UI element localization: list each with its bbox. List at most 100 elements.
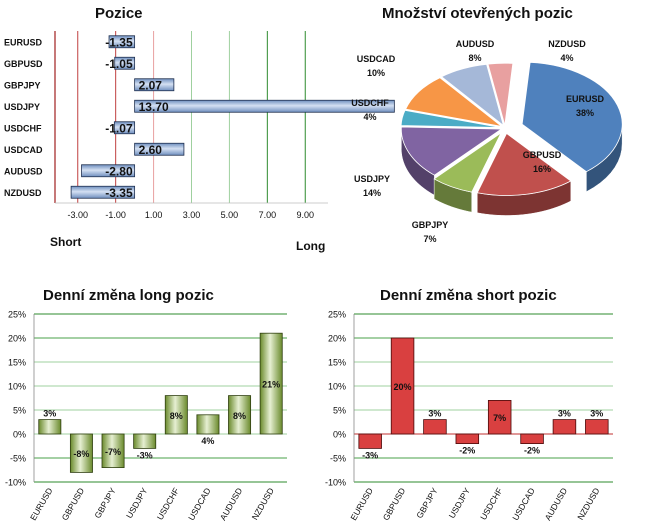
category-label: NZDUSD	[250, 486, 276, 522]
bar-value-label: -8%	[73, 449, 89, 459]
category-label: USDCHF	[478, 486, 504, 522]
bar-NZDUSD	[259, 332, 283, 435]
bar-USDCAD	[520, 433, 544, 444]
category-label: GBPJPY	[92, 486, 118, 520]
bar-value-label: -1.07	[105, 121, 133, 135]
pie-value-USDCHF: 4%	[363, 112, 376, 122]
category-label: USDCAD	[510, 486, 537, 522]
y-tick-label: 0%	[13, 430, 26, 440]
y-tick-label: 25%	[328, 310, 346, 320]
bar-USDJPY	[455, 433, 480, 444]
positions-chart-svg: -3.00 -1.00 1.00 3.00 5.00 7.00 9.00 EURUSD -1.3…	[4, 31, 395, 253]
pie-value-USDJPY: 14%	[363, 188, 381, 198]
pie-slice-NZDUSD	[487, 62, 514, 126]
pie-slice-USDCAD	[405, 77, 502, 127]
bar-USDCAD	[134, 142, 185, 156]
pie-slice-USDJPY	[400, 126, 503, 176]
pie-value-USDCAD: 10%	[367, 68, 385, 78]
bar-value-label: 8%	[170, 411, 183, 421]
pie-label-USDCHF: USDCHF	[351, 98, 389, 108]
category-label: AUDUSD	[543, 486, 570, 522]
x-tick-label: 9.00	[296, 210, 314, 220]
long-label: Long	[296, 239, 325, 253]
y-tick-label: 10%	[328, 382, 346, 392]
category-label: USDJPY	[124, 486, 150, 520]
bar-value-label: 3%	[43, 409, 56, 419]
bar-GBPUSD	[114, 56, 136, 70]
bar-value-label: -2%	[524, 446, 540, 456]
category-label: GBPUSD	[381, 486, 408, 522]
bar-value-label: 3%	[590, 409, 603, 419]
category-label: NZDUSD	[4, 188, 42, 198]
x-tick-label: 7.00	[259, 210, 277, 220]
positions-chart-title: Pozice	[95, 5, 143, 22]
pie-slice-GBPJPY	[433, 131, 503, 193]
category-label: GBPJPY	[414, 486, 440, 520]
y-tick-label: -10%	[5, 478, 26, 488]
pie-slice-EURUSD	[521, 61, 623, 173]
bar-AUDUSD	[81, 164, 136, 178]
pie-value-AUDUSD: 8%	[468, 53, 481, 63]
bar-AUDUSD	[228, 395, 252, 435]
y-tick-label: -5%	[10, 454, 26, 464]
bar-value-label: 7%	[493, 413, 506, 423]
y-tick-label: -10%	[325, 478, 346, 488]
bar-EURUSD	[38, 419, 62, 435]
y-tick-label: 20%	[328, 334, 346, 344]
bar-value-label: 2.60	[139, 143, 163, 157]
pie-label-AUDUSD: AUDUSD	[456, 39, 495, 49]
pie-label-EURUSD: EURUSD	[566, 94, 605, 104]
short-label: Short	[50, 235, 81, 249]
open-positions-pie-chart: Množství otevřených pozic EURUSD 38% GBPUS…	[330, 0, 647, 262]
y-tick-label: 5%	[333, 406, 346, 416]
bar-value-label: -3%	[137, 450, 153, 460]
category-label: AUDUSD	[218, 486, 245, 522]
bar-value-label: -2.80	[105, 164, 133, 178]
pie-label-GBPJPY: GBPJPY	[412, 220, 449, 230]
open-positions-pie-title: Množství otevřených pozic	[382, 5, 573, 22]
bar-value-label: -1.35	[105, 35, 133, 49]
category-label: USDCAD	[4, 145, 43, 155]
bar-EURUSD	[358, 433, 382, 449]
pie-label-GBPUSD: GBPUSD	[523, 150, 562, 160]
category-label: EURUSD	[348, 486, 375, 522]
bar-USDJPY	[133, 433, 157, 449]
x-tick-label: 5.00	[221, 210, 239, 220]
bar-value-label: -3%	[362, 450, 378, 460]
pie-label-USDCAD: USDCAD	[357, 54, 396, 64]
y-tick-label: 15%	[8, 358, 26, 368]
bar-GBPJPY	[101, 433, 125, 468]
pie-label-NZDUSD: NZDUSD	[548, 39, 586, 49]
bar-USDCAD	[196, 414, 220, 435]
bar-NZDUSD	[70, 185, 136, 199]
bar-GBPJPY	[423, 419, 447, 435]
positions-chart: Pozice -3.00 -1.00 1.00 3.00 5.00 7.00 9.00 EUR…	[0, 0, 395, 262]
pie-slice-AUDUSD	[440, 63, 505, 127]
x-tick-label: -3.00	[67, 210, 88, 220]
pie-slice-GBPUSD	[476, 132, 572, 196]
category-label: GBPUSD	[60, 486, 87, 522]
pie-value-GBPJPY: 7%	[423, 234, 436, 244]
bar-value-label: -2%	[459, 446, 475, 456]
category-label: USDCHF	[4, 123, 42, 133]
category-label: USDJPY	[4, 102, 40, 112]
bar-value-label: 2.07	[139, 78, 163, 92]
bar-USDCHF	[113, 121, 136, 135]
bar-value-label: -3.35	[105, 186, 133, 200]
bar-value-label: 13.70	[139, 100, 169, 114]
x-tick-label: 3.00	[183, 210, 201, 220]
category-label: USDJPY	[447, 486, 473, 520]
y-tick-label: 15%	[328, 358, 346, 368]
bar-GBPUSD	[69, 433, 93, 473]
category-label: GBPUSD	[4, 59, 43, 69]
x-tick-label: -1.00	[105, 210, 126, 220]
pie-value-EURUSD: 38%	[576, 108, 594, 118]
daily-short-change-svg: -10% -5% 0% 5% 10% 15% 20% 25% -3% EURUSD 20% GBPUS…	[325, 310, 613, 522]
category-label: AUDUSD	[4, 166, 43, 176]
bar-USDJPY	[134, 99, 395, 113]
daily-short-change-title: Denní změna short pozic	[380, 287, 557, 304]
bar-value-label: 4%	[201, 436, 214, 446]
open-positions-pie-svg: EURUSD 38% GBPUSD 16% GBPJPY 7% USDJPY 14% USDCH…	[351, 39, 623, 244]
y-tick-label: 5%	[13, 406, 26, 416]
category-label: NZDUSD	[575, 486, 601, 522]
